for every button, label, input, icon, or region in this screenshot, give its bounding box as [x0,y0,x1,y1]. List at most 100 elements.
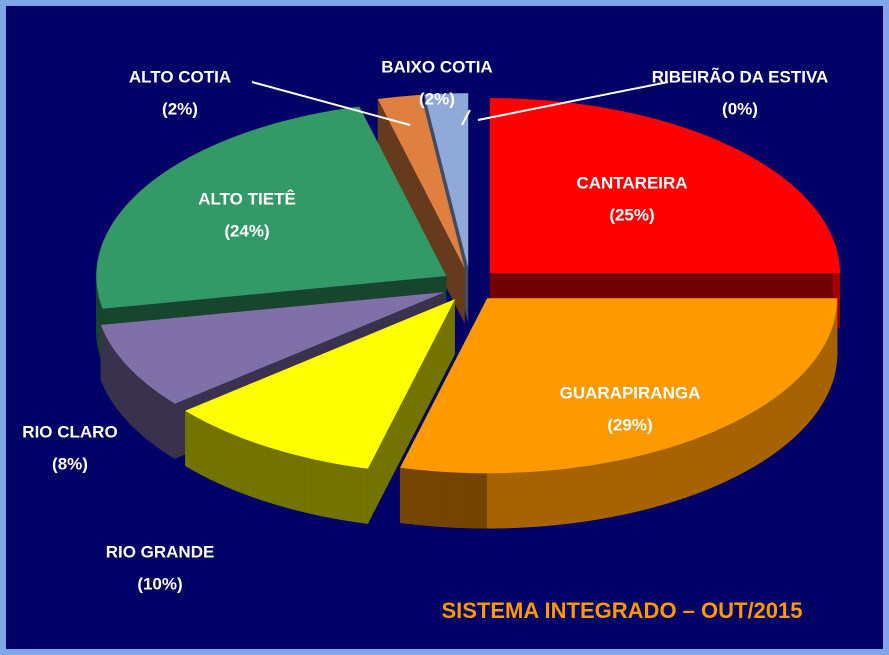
slice-side [190,413,197,473]
value-label: (2%) [162,99,198,118]
slice-side [630,455,639,514]
slice-side [521,471,531,528]
slice-side [343,464,352,522]
slice-side [159,393,165,453]
slice-side [572,466,582,524]
slice-side [486,472,496,529]
slice-side [661,447,670,506]
slice-side [442,471,452,528]
slice-side [711,429,719,488]
slice-side [154,389,160,450]
slice [424,93,469,269]
slice-side [304,456,313,515]
slice-label: GUARAPIRANGA [560,383,701,402]
slice-side [818,349,822,410]
slice-side [802,369,807,430]
slice-side [106,336,109,398]
leader-line [251,81,411,126]
slice [377,94,465,269]
slice-side [232,434,241,493]
chart-title: SISTEMA INTEGRADO – OUT/2015 [441,598,802,623]
slice-side [669,445,677,504]
slice [185,299,455,469]
value-label: (10%) [137,574,182,593]
slice-side [821,344,825,406]
slice-side [116,352,120,413]
slice-side [785,385,791,446]
slice-side [724,423,732,483]
slice-side [335,463,344,521]
slice-side [125,364,131,425]
value-label: (25%) [609,205,654,224]
slice-side [547,469,557,526]
slice-side [104,333,107,393]
slice-side [731,420,738,480]
slice-side [416,469,426,526]
value-label: (2%) [419,89,455,108]
slice-side [451,472,461,529]
slice-side [606,460,615,519]
value-label: (24%) [224,221,269,240]
leader-line [477,81,669,121]
slice-side [253,441,261,500]
slice-side [434,471,444,528]
slice-side [477,472,487,529]
slice-side [815,353,820,414]
slice-side [207,422,215,482]
slice-side [697,434,706,494]
slice-side [100,324,103,385]
slice-side [289,453,298,511]
slice-side [220,428,227,488]
slice-side [805,365,810,426]
slice-label: BAIXO COTIA [381,57,492,76]
value-label: (8%) [52,454,88,473]
slice-side [622,457,631,515]
slice-side [281,450,290,509]
slice-side [164,396,170,456]
slice-side [653,449,663,508]
slice-label: RIBEIRÃO DA ESTIVA [652,66,829,86]
slice-side [169,399,176,460]
slice-side [399,467,409,525]
slice-side [260,444,268,503]
slice-side [201,419,209,479]
slice-label: RIO CLARO [22,422,117,441]
slice-side [597,462,607,520]
slice-side [495,472,505,529]
slice-side [110,344,115,406]
slice-side [638,453,647,512]
slice-side [564,467,574,525]
slice-side [812,357,817,419]
slice-side [770,396,777,457]
slice-side [646,451,655,510]
slice-side [150,386,156,446]
slice-side [555,468,565,526]
slice-side [108,340,112,402]
slice-side [737,416,744,476]
slice-side [274,448,283,507]
slice-side [718,426,726,485]
slice-side [425,470,435,527]
slice-side [775,392,782,453]
slice-side [794,377,799,438]
leader-line [461,109,471,126]
slice-side [754,407,761,467]
value-label: (29%) [607,415,652,434]
slice-side [267,446,275,505]
slice [489,98,840,274]
slice-side [690,437,699,496]
slice-side [327,461,336,519]
slice-side [133,371,138,432]
slice-side [614,459,623,517]
slice-label: ALTO TIETÊ [198,189,296,208]
slice-side [246,439,254,498]
slice-side [809,361,814,423]
slice-side [460,472,470,529]
slice-label: CANTAREIRA [576,173,687,192]
slice-side [704,432,713,491]
slice-side [311,458,321,516]
slice-side [798,373,803,434]
slice-side [137,375,142,436]
slice-wall [377,98,465,324]
